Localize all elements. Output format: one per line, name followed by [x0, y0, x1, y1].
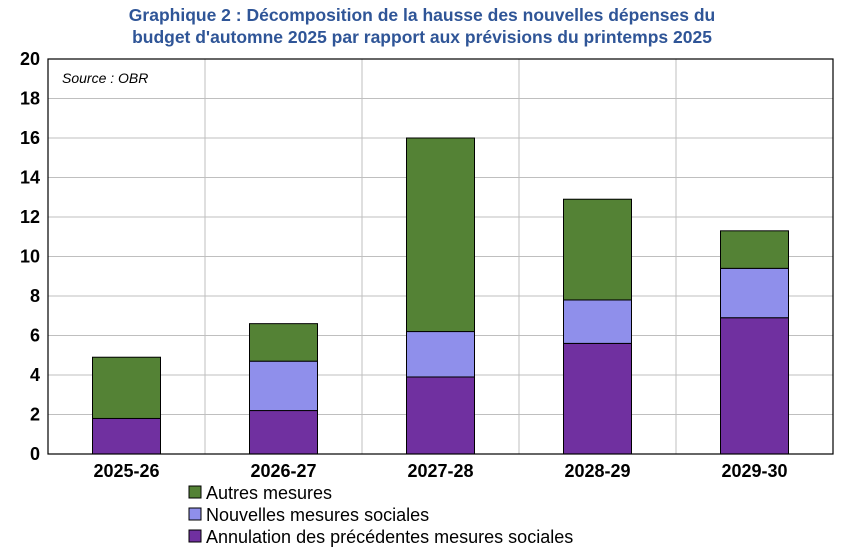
- legend-label: Nouvelles mesures sociales: [206, 505, 429, 525]
- bar-segment: [249, 360, 318, 412]
- legend-swatch: [188, 485, 202, 499]
- bar-segment: [249, 410, 318, 455]
- legend-label: Annulation des précédentes mesures socia…: [206, 527, 573, 547]
- bar-segment: [720, 230, 789, 269]
- y-tick-label: 0: [30, 444, 40, 464]
- y-tick-label: 10: [20, 247, 40, 267]
- legend-label: Autres mesures: [206, 483, 332, 503]
- bar-segment: [92, 356, 161, 419]
- bar-segment: [406, 331, 475, 378]
- y-tick-label: 14: [20, 168, 40, 188]
- chart-title: Graphique 2 : Décomposition de la hausse…: [0, 4, 844, 48]
- bar-segment: [720, 317, 789, 455]
- x-tick-label: 2029-30: [721, 461, 787, 481]
- bar-segment: [406, 376, 475, 455]
- bar-segment: [92, 417, 161, 455]
- y-tick-label: 8: [30, 286, 40, 306]
- x-tick-label: 2028-29: [564, 461, 630, 481]
- y-tick-label: 4: [30, 365, 40, 385]
- y-tick-label: 2: [30, 405, 40, 425]
- y-tick-label: 6: [30, 326, 40, 346]
- legend-swatch: [188, 529, 202, 543]
- legend-swatch: [188, 507, 202, 521]
- x-tick-label: 2027-28: [407, 461, 473, 481]
- x-tick-label: 2025-26: [93, 461, 159, 481]
- chart-title-line-2: budget d'automne 2025 par rapport aux pr…: [132, 27, 712, 47]
- y-tick-label: 18: [20, 89, 40, 109]
- x-tick-label: 2026-27: [250, 461, 316, 481]
- bar-segment: [720, 267, 789, 319]
- bar-segment: [406, 137, 475, 333]
- source-annotation: Source : OBR: [62, 70, 148, 86]
- plot-area: [47, 58, 834, 455]
- chart-title-line-1: Graphique 2 : Décomposition de la hausse…: [128, 5, 716, 25]
- y-tick-label: 20: [20, 49, 40, 69]
- bar-segment: [563, 198, 632, 301]
- bar-segment: [563, 342, 632, 455]
- bar-segment: [563, 299, 632, 344]
- y-tick-label: 16: [20, 128, 40, 148]
- y-tick-label: 12: [20, 207, 40, 227]
- bar-segment: [249, 323, 318, 362]
